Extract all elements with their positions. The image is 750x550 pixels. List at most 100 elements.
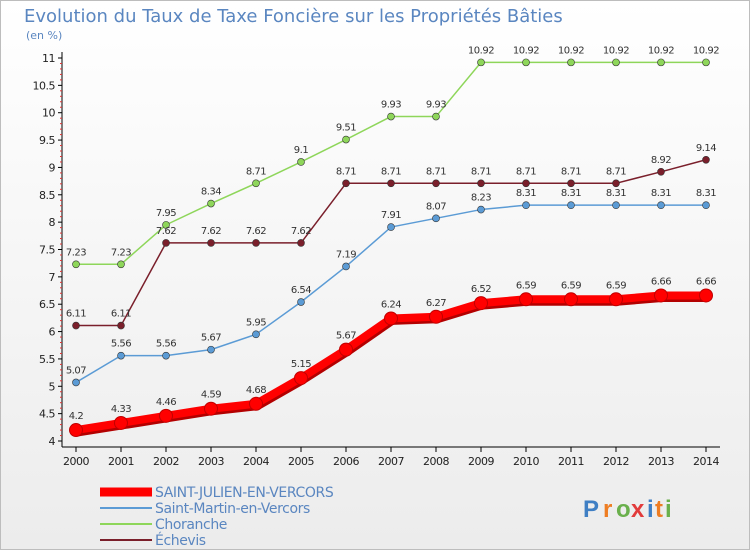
x-tick-label: 2010 <box>513 455 539 468</box>
data-label: 10.92 <box>693 45 719 56</box>
data-label: 9.51 <box>336 123 356 134</box>
data-point <box>612 58 620 67</box>
data-label: 9.14 <box>696 143 716 154</box>
data-label: 7.62 <box>201 226 221 237</box>
y-tick-label: 10 <box>42 107 55 120</box>
x-tick-label: 2014 <box>693 455 719 468</box>
data-label: 8.34 <box>201 187 221 198</box>
data-point <box>477 205 485 214</box>
data-point <box>477 58 485 67</box>
data-label: 9.93 <box>426 100 446 111</box>
data-point <box>522 179 530 188</box>
data-point <box>612 201 620 209</box>
data-point <box>657 58 665 67</box>
data-point <box>69 423 83 438</box>
data-point <box>72 321 80 330</box>
data-point <box>432 112 440 121</box>
data-point <box>657 168 665 176</box>
data-point <box>297 298 305 306</box>
chart-title: Evolution du Taux de Taxe Foncière sur l… <box>24 6 563 27</box>
data-label: 6.54 <box>291 285 311 296</box>
x-tick-label: 2009 <box>468 455 494 468</box>
data-label: 8.92 <box>651 155 671 166</box>
data-point <box>699 288 713 303</box>
data-label: 6.59 <box>606 280 626 291</box>
x-tick-label: 2000 <box>63 455 89 468</box>
y-tick-label: 6 <box>49 326 56 339</box>
data-point <box>342 135 350 144</box>
y-tick-label: 8.5 <box>39 189 55 202</box>
data-point <box>567 179 575 188</box>
data-point <box>162 239 170 247</box>
data-point <box>252 239 260 247</box>
data-point <box>249 396 263 411</box>
logo-letter: r <box>603 496 612 523</box>
data-label: 6.11 <box>66 309 86 320</box>
y-tick-label: 9.5 <box>39 134 55 147</box>
data-label: 8.31 <box>651 188 671 199</box>
x-tick-label: 2013 <box>648 455 674 468</box>
data-label: 5.15 <box>291 359 311 370</box>
data-label: 6.59 <box>516 280 536 291</box>
data-label: 7.62 <box>291 226 311 237</box>
data-point <box>117 260 125 269</box>
data-point <box>342 262 350 271</box>
data-label: 6.24 <box>381 299 401 310</box>
data-label: 5.67 <box>336 331 356 342</box>
data-label: 7.62 <box>156 226 176 237</box>
data-point <box>567 201 575 209</box>
data-point <box>564 292 578 307</box>
data-label: 8.71 <box>246 166 266 177</box>
data-point <box>117 321 125 330</box>
data-label: 5.07 <box>66 365 86 376</box>
data-point <box>162 221 170 229</box>
x-tick-label: 2002 <box>153 455 179 468</box>
data-label: 5.67 <box>201 333 221 344</box>
x-tick-label: 2007 <box>378 455 404 468</box>
data-label: 8.71 <box>381 166 401 177</box>
data-point <box>342 179 350 188</box>
logo-letter: t <box>655 496 663 523</box>
data-point <box>519 292 533 307</box>
data-point <box>657 201 665 209</box>
logo-letter: i <box>647 496 654 523</box>
y-tick-label: 7.5 <box>39 244 55 257</box>
data-label: 8.31 <box>696 188 716 199</box>
data-labels: 7.23 7.23 7.95 8.34 8.71 9.1 9.51 9.93 9.93 10.92… <box>66 45 720 422</box>
legend-label: Choranche <box>155 517 227 533</box>
data-label: 10.92 <box>603 45 629 56</box>
data-label: 10.92 <box>648 45 674 56</box>
data-label: 8.23 <box>471 193 491 204</box>
data-point <box>522 201 530 209</box>
data-point <box>207 199 215 208</box>
data-point <box>522 58 530 67</box>
data-point <box>387 179 395 188</box>
data-point <box>207 239 215 247</box>
y-tick-label: 6.5 <box>39 298 55 311</box>
data-label: 8.71 <box>471 166 491 177</box>
legend: SAINT-JULIEN-EN-VERCORSSaint-Martin-en-V… <box>100 485 334 549</box>
logo-letter: o <box>616 496 631 523</box>
data-point <box>207 345 215 354</box>
y-tick-label: 10.5 <box>33 79 56 92</box>
x-tick-label: 2005 <box>288 455 314 468</box>
data-label: 6.52 <box>471 284 491 295</box>
data-label: 7.62 <box>246 226 266 237</box>
data-point <box>474 296 488 311</box>
data-point <box>702 58 710 67</box>
data-point <box>294 371 308 386</box>
data-label: 4.59 <box>201 390 221 401</box>
y-tick-label: 5.5 <box>39 353 55 366</box>
data-label: 9.1 <box>294 145 309 156</box>
data-point <box>702 201 710 209</box>
data-label: 6.27 <box>426 298 446 309</box>
y-tick-label: 4 <box>49 435 56 448</box>
series-layer <box>69 58 713 438</box>
data-point <box>567 58 575 67</box>
data-label: 7.23 <box>111 247 131 258</box>
data-label: 8.71 <box>336 166 356 177</box>
data-label: 4.46 <box>156 397 176 408</box>
data-label: 9.93 <box>381 100 401 111</box>
data-label: 6.59 <box>561 280 581 291</box>
